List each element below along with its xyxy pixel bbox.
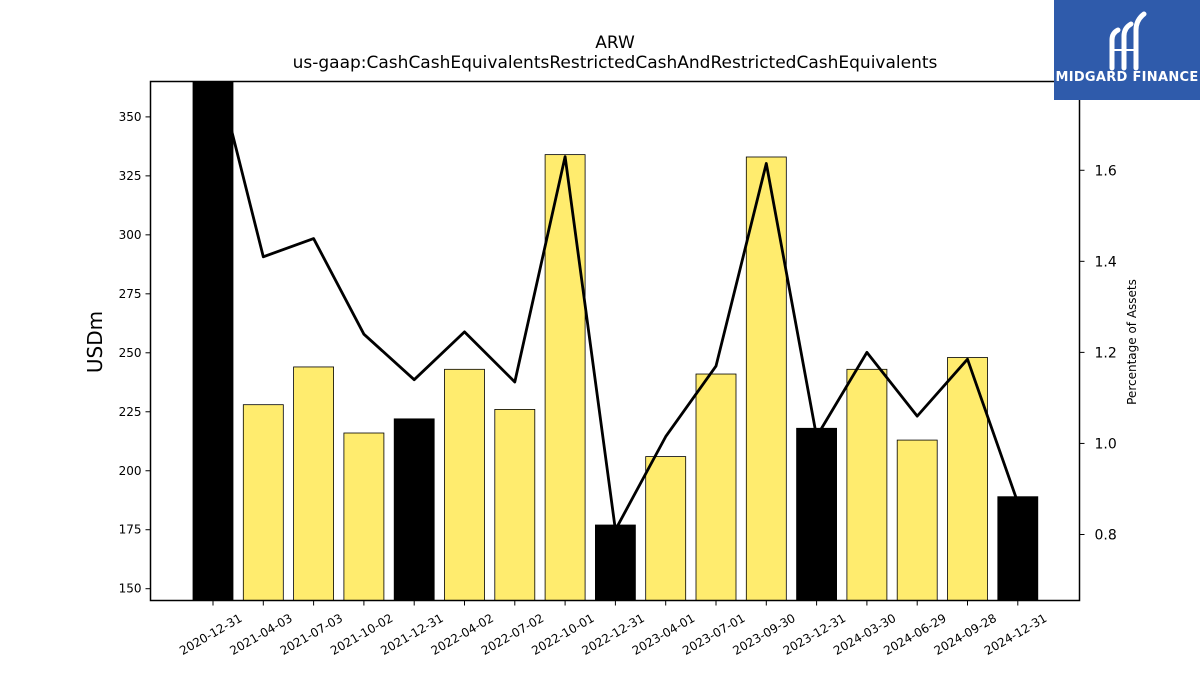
y2-tick-label: 0.8 (1095, 527, 1117, 543)
line-series (217, 81, 1020, 532)
brand-logo: MIDGARD FINANCE (1054, 0, 1200, 100)
midgard-logo-icon (1109, 11, 1147, 71)
y2-tick-label: 1.2 (1095, 345, 1117, 361)
bar-2024-12-31 (997, 496, 1039, 601)
bar-2020-12-31 (192, 81, 234, 601)
y-tick-label: 225 (119, 405, 142, 419)
bar-2022-07-02 (494, 409, 536, 601)
y2-tick-label: 1.4 (1095, 254, 1117, 270)
bar-2021-12-31 (393, 418, 435, 601)
y-axis-label: USDm (83, 311, 107, 373)
y-tick-label: 350 (119, 110, 142, 124)
bar-2023-07-01 (695, 373, 737, 601)
bar-2024-03-30 (846, 368, 888, 601)
chart-subtitle: us-gaap:CashCashEquivalentsRestrictedCas… (293, 53, 938, 73)
y-tick-label: 275 (119, 287, 142, 301)
bar-series (192, 81, 1039, 601)
bar-2022-12-31 (595, 524, 636, 601)
y2-tick-label: 1.0 (1095, 436, 1117, 452)
percentage-line (217, 81, 1020, 532)
y-axis-right: 0.8 1.0 1.2 1.4 1.6 (1079, 163, 1117, 543)
y2-axis-label: Percentage of Assets (1125, 279, 1139, 405)
chart-title: ARW (595, 33, 635, 53)
bar-2024-09-28 (947, 357, 988, 601)
y-tick-label: 175 (119, 523, 142, 537)
bar-2023-12-31 (796, 427, 837, 601)
y2-tick-label: 1.6 (1095, 163, 1117, 179)
bar-2021-10-02 (343, 432, 385, 601)
bar-2021-04-03 (242, 404, 284, 601)
bar-2022-10-01 (544, 154, 586, 601)
y-tick-label: 325 (119, 169, 142, 183)
bar-2021-07-03 (293, 366, 335, 601)
y-tick-label: 200 (119, 464, 142, 478)
bar-2022-04-02 (444, 368, 485, 601)
bar-2024-06-29 (896, 439, 938, 601)
logo-text: MIDGARD FINANCE (1055, 70, 1198, 85)
y-tick-label: 150 (119, 582, 142, 596)
y-tick-label: 250 (119, 346, 142, 360)
y-tick-label: 300 (119, 228, 142, 242)
bar-2023-04-01 (645, 456, 687, 601)
y-axis-left: 150 175 200 225 250 275 300 325 350 (119, 110, 151, 596)
x-axis: 2020-12-312021-04-032021-07-032021-10-02… (177, 600, 1049, 658)
